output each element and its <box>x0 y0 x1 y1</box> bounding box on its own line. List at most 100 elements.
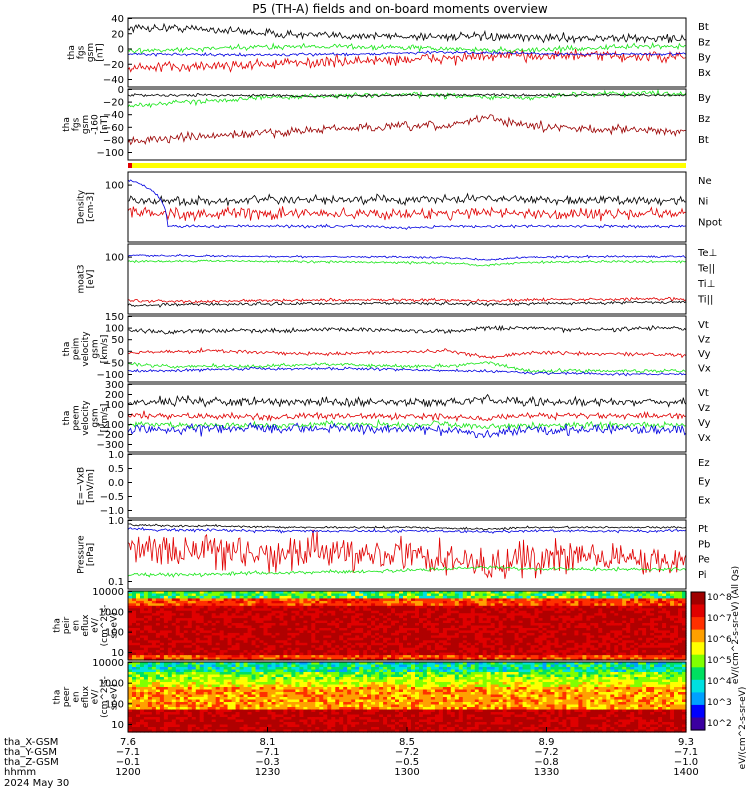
heatmap-cell <box>151 593 157 597</box>
heatmap-cell <box>287 613 292 617</box>
heatmap-cell <box>271 625 277 629</box>
heatmap-cell <box>634 591 639 595</box>
heatmap-cell <box>251 699 257 703</box>
heatmap-cell <box>203 674 209 678</box>
heatmap-cell <box>207 642 213 646</box>
heatmap-cell <box>426 642 432 646</box>
heatmap-cell <box>678 600 683 604</box>
heatmap-cell <box>399 645 404 649</box>
heatmap-cell <box>474 593 480 597</box>
heatmap-cell <box>586 620 591 624</box>
heatmap-cell <box>136 719 141 723</box>
heatmap-cell <box>251 702 257 706</box>
heatmap-cell <box>247 630 253 634</box>
heatmap-cell <box>315 600 320 604</box>
heatmap-cell <box>682 650 687 654</box>
heatmap-cell <box>375 655 380 659</box>
heatmap-cell <box>426 655 432 659</box>
heatmap-cell <box>506 615 512 619</box>
heatmap-cell <box>586 642 591 646</box>
heatmap-cell <box>287 615 292 619</box>
heatmap-cell <box>403 647 408 651</box>
heatmap-cell <box>415 628 420 632</box>
heatmap-cell <box>682 620 687 624</box>
heatmap-cell <box>331 593 336 597</box>
heatmap-cell <box>259 595 265 599</box>
heatmap-cell <box>622 625 627 629</box>
heatmap-cell <box>167 640 173 644</box>
heatmap-cell <box>203 637 209 641</box>
heatmap-cell <box>502 632 508 636</box>
heatmap-cell <box>307 657 312 661</box>
heatmap-cell <box>570 605 575 609</box>
heatmap-cell <box>506 628 512 632</box>
heatmap-cell <box>538 598 544 602</box>
heatmap-cell <box>594 595 599 599</box>
heatmap-cell <box>211 645 217 649</box>
heatmap-cell <box>399 620 404 624</box>
heatmap-cell <box>442 605 448 609</box>
heatmap-cell <box>510 628 516 632</box>
heatmap-cell <box>323 618 328 622</box>
heatmap-cell <box>171 645 177 649</box>
heatmap-cell <box>670 603 675 607</box>
heatmap-cell <box>674 618 679 622</box>
heatmap-cell <box>586 605 591 609</box>
heatmap-cell <box>415 591 420 595</box>
heatmap-cell <box>140 647 145 651</box>
heatmap-cell <box>602 642 607 646</box>
heatmap-cell <box>219 709 225 713</box>
heatmap-cell <box>387 635 392 639</box>
heatmap-cell <box>219 642 225 646</box>
heatmap-cell <box>171 727 177 731</box>
heatmap-cell <box>151 610 157 614</box>
heatmap-cell <box>498 598 504 602</box>
heatmap-cell <box>187 637 193 641</box>
heatmap-cell <box>391 655 396 659</box>
heatmap-cell <box>223 632 229 636</box>
heatmap-cell <box>478 610 484 614</box>
heatmap-cell <box>674 637 679 641</box>
heatmap-cell <box>291 650 296 654</box>
heatmap-cell <box>450 645 456 649</box>
heatmap-cell <box>140 689 145 693</box>
heatmap-cell <box>327 591 332 595</box>
heatmap-cell <box>132 652 137 656</box>
heatmap-cell <box>291 652 296 656</box>
heatmap-cell <box>291 625 296 629</box>
heatmap-cell <box>602 618 607 622</box>
heatmap-cell <box>355 620 360 624</box>
heatmap-cell <box>251 712 257 716</box>
heatmap-cell <box>323 608 328 612</box>
heatmap-cell <box>478 593 484 597</box>
heatmap-cell <box>674 652 679 656</box>
heatmap-cell <box>163 677 169 681</box>
heatmap-cell <box>140 702 145 706</box>
heatmap-cell <box>530 605 536 609</box>
heatmap-cell <box>227 677 233 681</box>
heatmap-cell <box>163 600 169 604</box>
heatmap-cell <box>682 608 687 612</box>
heatmap-cell <box>395 605 400 609</box>
heatmap-cell <box>430 657 436 661</box>
heatmap-cell <box>175 637 181 641</box>
legend-entry-Bz: Bz <box>698 114 710 125</box>
heatmap-cell <box>279 625 285 629</box>
heatmap-cell <box>566 620 571 624</box>
heatmap-cell <box>231 687 237 691</box>
heatmap-cell <box>419 623 424 627</box>
heatmap-cell <box>522 623 528 627</box>
heatmap-cell <box>618 637 623 641</box>
heatmap-cell <box>163 687 169 691</box>
series-line-Pt <box>127 523 687 531</box>
heatmap-cell <box>171 620 177 624</box>
heatmap-cell <box>626 625 631 629</box>
heatmap-cell <box>203 667 209 671</box>
heatmap-cell <box>478 605 484 609</box>
heatmap-cell <box>251 662 257 666</box>
heatmap-cell <box>430 620 436 624</box>
heatmap-cell <box>171 679 177 683</box>
heatmap-cell <box>171 625 177 629</box>
heatmap-cell <box>391 591 396 595</box>
heatmap-cell <box>614 615 619 619</box>
